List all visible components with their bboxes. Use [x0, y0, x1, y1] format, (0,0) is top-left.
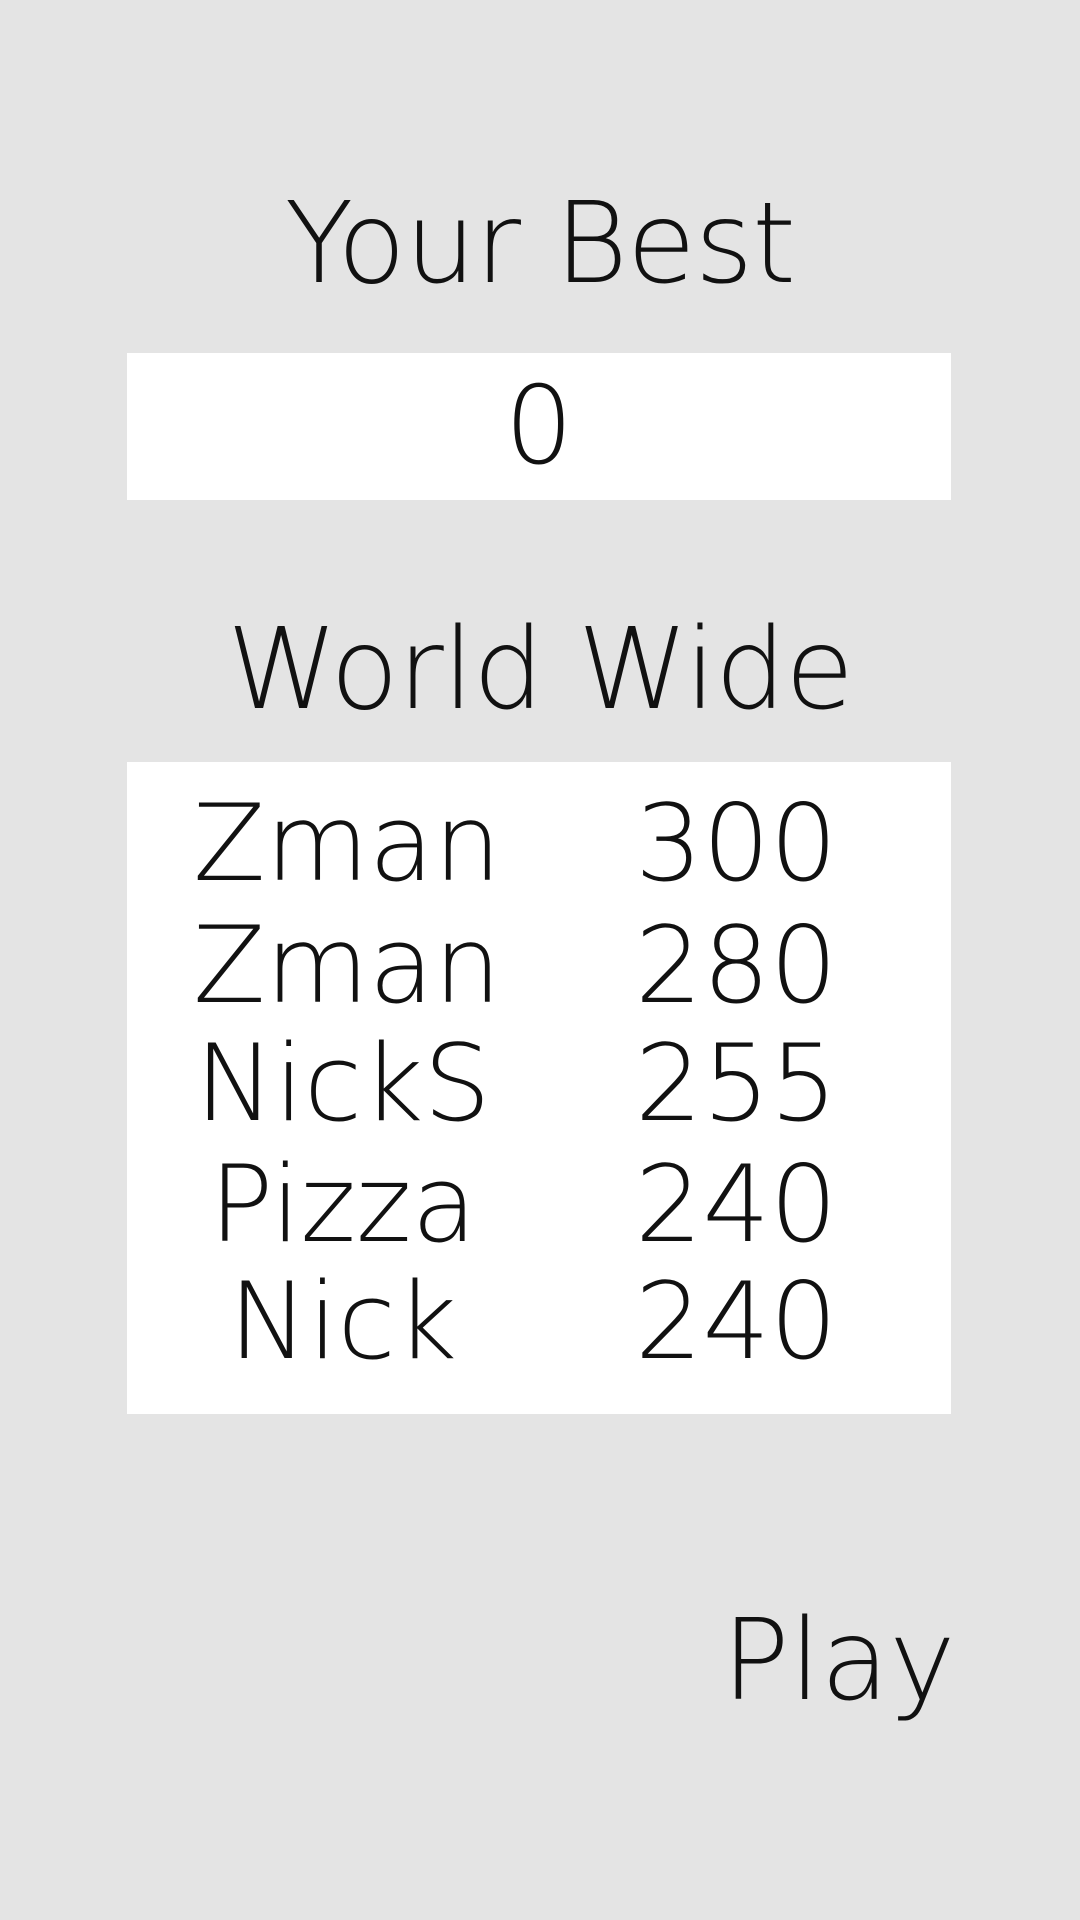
player-score: 240 — [635, 1260, 838, 1383]
leaderboard-row: Pizza 240 — [127, 1145, 951, 1265]
player-score: 280 — [635, 904, 838, 1027]
player-name: NickS — [195, 1022, 491, 1145]
player-name: Nick — [228, 1260, 458, 1383]
player-score: 240 — [635, 1143, 838, 1266]
your-best-title: Your Best — [284, 179, 796, 309]
your-best-score-panel: 0 — [127, 353, 951, 500]
leaderboard-panel: Zman 300 Zman 280 NickS 255 Pizza 240 Ni… — [127, 762, 951, 1414]
leaderboard-row: Nick 240 — [127, 1262, 951, 1382]
play-button[interactable]: Play — [722, 1596, 956, 1726]
leaderboard-row: Zman 300 — [127, 784, 951, 904]
player-name: Zman — [193, 904, 502, 1027]
world-wide-title: World Wide — [227, 605, 854, 735]
player-score: 300 — [635, 782, 838, 905]
player-score: 255 — [635, 1022, 838, 1145]
player-name: Pizza — [209, 1143, 477, 1266]
your-best-score: 0 — [504, 364, 574, 489]
leaderboard-row: Zman 280 — [127, 906, 951, 1026]
player-name: Zman — [193, 782, 502, 905]
leaderboard-row: NickS 255 — [127, 1024, 951, 1144]
